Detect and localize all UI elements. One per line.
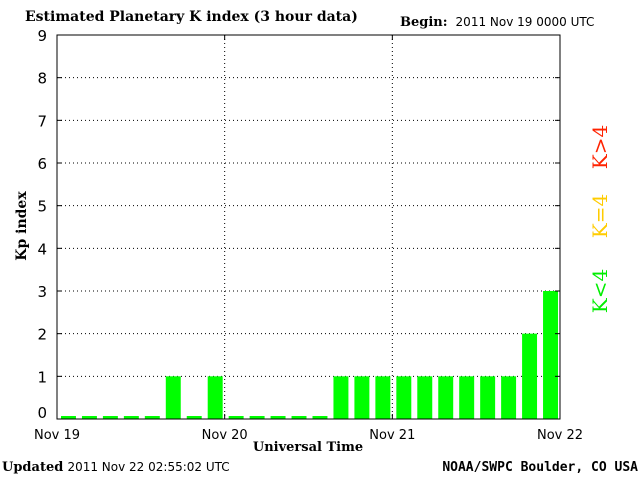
y-tick-label: 4 (37, 240, 47, 258)
updated-time: 2011 Nov 22 02:55:02 UTC (67, 460, 230, 474)
kp-bar (270, 416, 286, 419)
kp-bar (249, 416, 265, 419)
x-tick-label: Nov 22 (537, 428, 583, 443)
plot-frame (56, 34, 561, 420)
kp-bar (396, 376, 412, 419)
x-axis-label: Universal Time (252, 440, 364, 455)
kp-bar (291, 416, 307, 419)
x-tick-label: Nov 19 (34, 428, 80, 443)
kp-bar (417, 376, 433, 419)
kp-bar (459, 376, 475, 419)
y-tick-label: 2 (37, 326, 47, 344)
source-credit: NOAA/SWPC Boulder, CO USA (442, 460, 638, 475)
updated-prefix: Updated (2, 460, 64, 475)
x-tick-label: Nov 21 (369, 428, 415, 443)
y-tick-label: 0 (37, 404, 47, 422)
kp-bar (333, 376, 349, 419)
kp-bar (144, 416, 160, 419)
kp-bar (501, 376, 517, 419)
kp-bar (228, 416, 244, 419)
kp-bar (81, 416, 97, 419)
legend-k-equal-4: K=4 (588, 193, 612, 239)
y-axis-label: Kp index (14, 191, 30, 261)
kp-bar (123, 416, 139, 419)
kp-bar (61, 416, 76, 419)
kp-bar (312, 416, 328, 419)
kp-bar (543, 291, 558, 419)
y-tick-label: 3 (37, 283, 47, 301)
begin-date: Begin: 2011 Nov 19 0000 UTC (400, 15, 594, 30)
y-tick-label: 5 (37, 198, 47, 216)
kp-bar (207, 376, 223, 419)
y-tick-label: 1 (37, 368, 47, 386)
kp-bar (102, 416, 118, 419)
legend-k-greater-4: K>4 (588, 124, 612, 170)
kp-bar (186, 416, 202, 419)
kp-bar (522, 333, 538, 419)
y-tick-label: 7 (37, 112, 47, 130)
x-tick-label: Nov 20 (202, 428, 248, 443)
kp-bar (480, 376, 496, 419)
updated-timestamp: Updated 2011 Nov 22 02:55:02 UTC (2, 460, 230, 475)
y-tick-label: 8 (37, 70, 47, 88)
legend-k-less-4: K<4 (588, 268, 612, 314)
chart-title: Estimated Planetary K index (3 hour data… (25, 9, 358, 25)
y-tick-label: 6 (37, 155, 47, 173)
kp-bar (165, 376, 181, 419)
kp-bar (354, 376, 370, 419)
begin-label: Begin: (400, 15, 448, 30)
kp-bar (438, 376, 454, 419)
y-tick-label: 9 (37, 27, 47, 45)
begin-value: 2011 Nov 19 0000 UTC (455, 15, 595, 29)
kp-bar (375, 376, 391, 419)
